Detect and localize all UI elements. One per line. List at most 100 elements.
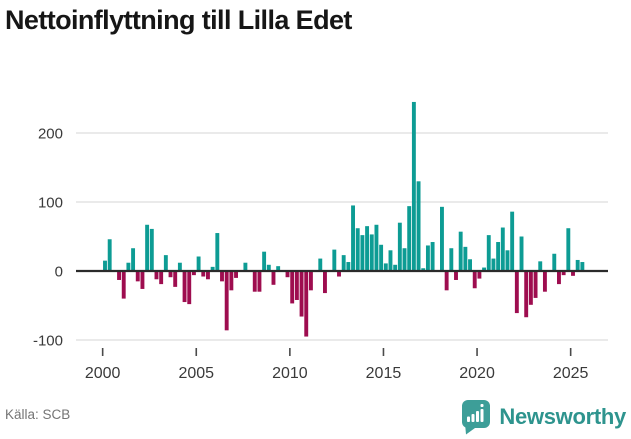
bar-negative [454,271,458,280]
bar-positive [360,235,365,271]
bar-positive [463,246,468,271]
bar-negative [444,271,449,291]
bar-positive [580,262,585,271]
x-tick-label: 2000 [85,365,121,382]
bar-positive [458,231,463,271]
bar-positive [266,264,271,271]
bar-positive [505,250,510,271]
bar-negative [168,271,173,278]
bar-negative [234,271,238,278]
bar-negative [201,271,206,277]
bar-positive [177,262,182,271]
bar-negative [187,271,192,305]
bar-negative [337,271,341,277]
bar-negative [117,271,121,280]
bar-positive [402,248,407,271]
bar-positive [379,244,384,271]
bar-negative [571,271,575,276]
newsworthy-badge-icon [462,400,491,435]
bar-positive [355,228,360,271]
bar-negative [140,271,145,289]
bar-positive [351,205,355,271]
bar-positive [107,239,112,271]
bar-positive [416,181,421,271]
bar-positive [196,256,201,271]
bar-negative [294,271,299,300]
bar-positive [215,233,220,271]
bar-positive [163,255,168,271]
bar-negative [182,271,187,303]
bar-positive [276,266,281,271]
bar-positive [510,211,515,271]
bar-positive [496,242,501,271]
bar-positive [383,263,388,271]
bar-positive [407,206,412,271]
bar-positive [486,235,491,271]
bar-negative [159,271,164,285]
bar-positive [365,226,370,271]
bar-negative [220,271,224,282]
bar-negative [472,271,477,289]
source-label: Källa: SCB [5,407,71,422]
x-tick-label: 2005 [178,365,214,382]
bar-positive [500,227,505,271]
bar-chart: -100 0 100 200 2000 2005 2010 2015 2020 2025 [33,101,608,382]
bar-negative [290,271,295,304]
bar-negative [285,271,290,278]
y-tick-label: 200 [38,126,63,143]
bar-positive [374,224,379,271]
bar-negative [323,271,327,294]
bar-negative [561,271,566,276]
bar-negative [154,271,159,280]
bar-negative [206,271,210,280]
bar-negative [557,271,561,285]
chart-title: Nettoinflyttning till Lilla Edet [5,5,352,35]
bar-negative [224,271,229,331]
bar-positive [425,245,430,271]
bar-positive [388,250,393,271]
bar-positive [411,101,416,271]
bar-positive [126,262,131,271]
bar-positive [468,259,472,271]
bar-positive [449,248,454,271]
bar-positive [243,262,248,271]
newsworthy-logo[interactable]: Newsworthy [461,399,626,435]
bar-positive [103,260,107,271]
bar-negative [135,271,140,282]
bar-positive [262,251,267,271]
bar-negative [528,271,533,305]
bar-positive [149,228,154,271]
x-tick-label: 2020 [459,365,495,382]
bar-positive [575,259,580,271]
bar-negative [252,271,257,292]
y-tick-label: 100 [38,195,63,212]
x-tick-label: 2025 [553,365,589,382]
bar-negative [477,271,482,279]
bar-positive [491,258,496,271]
bar-positive [566,228,571,271]
bar-positive [440,206,444,271]
bar-negative [308,271,313,291]
bar-positive [318,258,323,271]
x-tick-label: 2010 [272,365,308,382]
bar-negative [229,271,234,291]
bar-negative [514,271,519,314]
bar-positive [210,266,215,271]
y-tick-label: 0 [55,264,63,281]
bar-positive [332,249,337,271]
bar-negative [173,271,178,287]
bar-positive [145,224,150,271]
bar-positive [369,234,374,271]
bar-negative [524,271,529,318]
bar-negative [271,271,276,285]
bar-negative [121,271,126,299]
bar-negative [257,271,262,292]
bar-positive [397,222,402,271]
bar-positive [421,268,426,271]
bar-positive [538,261,543,271]
bar-positive [393,264,398,271]
bar-negative [304,271,309,337]
bar-negative [542,271,547,292]
bar-negative [191,271,196,276]
